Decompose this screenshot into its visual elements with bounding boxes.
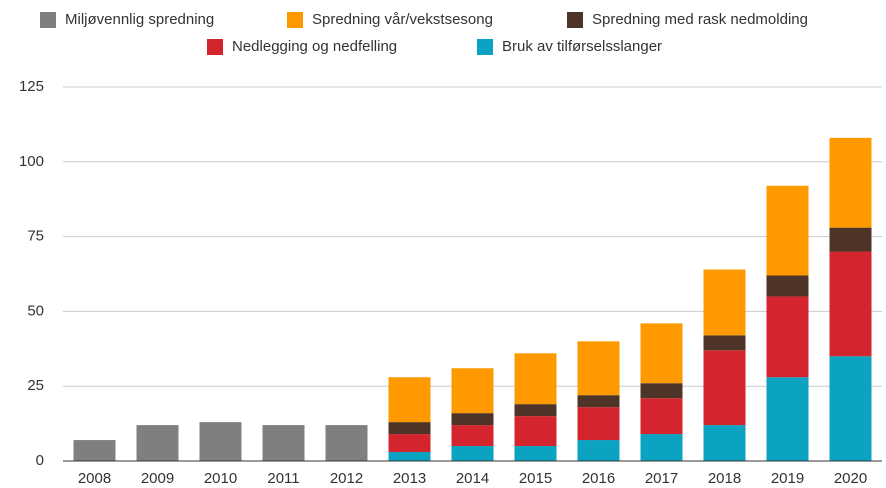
bar-segment: [703, 425, 746, 461]
legend-swatch: [287, 12, 303, 28]
x-tick-label: 2015: [519, 470, 552, 487]
y-tick-label: 25: [27, 377, 44, 394]
bar-segment: [829, 251, 872, 357]
bar-segment: [577, 407, 620, 441]
bar-segment: [703, 269, 746, 336]
bar-segment: [388, 434, 431, 453]
bar-segment: [577, 440, 620, 461]
y-tick-label: 50: [27, 302, 44, 319]
x-tick-label: 2011: [267, 470, 299, 487]
bar-segment: [199, 422, 242, 461]
x-tick-label: 2019: [771, 470, 804, 487]
y-tick-label: 0: [36, 452, 44, 469]
bar-segment: [640, 398, 683, 435]
bar-segment: [451, 368, 494, 414]
x-tick-label: 2018: [708, 470, 741, 487]
x-tick-label: 2008: [78, 470, 111, 487]
bar-segment: [640, 434, 683, 461]
bar-segment: [766, 296, 809, 378]
y-tick-label: 125: [19, 78, 44, 95]
bar-segment: [577, 341, 620, 396]
bar-segment: [577, 395, 620, 408]
bar-segment: [703, 335, 746, 351]
bar-segment: [451, 425, 494, 447]
legend-label: Spredning vår/vekstsesong: [312, 11, 493, 28]
legend-label: Nedlegging og nedfelling: [232, 38, 397, 55]
bar-segment: [514, 353, 557, 405]
bar-segment: [829, 227, 872, 252]
bar-segment: [388, 377, 431, 423]
bar-segment: [640, 323, 683, 384]
x-tick-label: 2020: [834, 470, 867, 487]
y-tick-label: 100: [19, 153, 44, 170]
legend-swatch: [40, 12, 56, 28]
bar-segment: [136, 425, 179, 461]
bar-segment: [451, 446, 494, 461]
x-tick-label: 2014: [456, 470, 489, 487]
bar-segment: [766, 275, 809, 297]
x-tick-label: 2017: [645, 470, 678, 487]
x-tick-label: 2012: [330, 470, 363, 487]
legend-swatch: [207, 39, 223, 55]
bar-segment: [766, 377, 809, 461]
x-tick-label: 2016: [582, 470, 615, 487]
legend-label: Spredning med rask nedmolding: [592, 11, 808, 28]
legend-label: Miljøvennlig spredning: [65, 11, 214, 28]
bar-segment: [262, 425, 305, 461]
bar-segment: [451, 413, 494, 426]
bar-segment: [640, 383, 683, 399]
bar-segment: [703, 350, 746, 426]
legend-label: Bruk av tilførselsslanger: [502, 38, 662, 55]
bar-segment: [829, 356, 872, 461]
legend-swatch: [567, 12, 583, 28]
bar-segment: [325, 425, 368, 461]
y-tick-label: 75: [27, 228, 44, 245]
bar-segment: [514, 416, 557, 447]
bar-segment: [829, 137, 872, 228]
bar-segment: [73, 440, 116, 461]
x-tick-label: 2013: [393, 470, 426, 487]
bar-segment: [388, 422, 431, 435]
bar-segment: [388, 452, 431, 461]
bar-segment: [514, 446, 557, 461]
x-tick-label: 2009: [141, 470, 174, 487]
x-tick-label: 2010: [204, 470, 237, 487]
legend-swatch: [477, 39, 493, 55]
bar-segment: [514, 404, 557, 417]
bar-segment: [766, 185, 809, 276]
